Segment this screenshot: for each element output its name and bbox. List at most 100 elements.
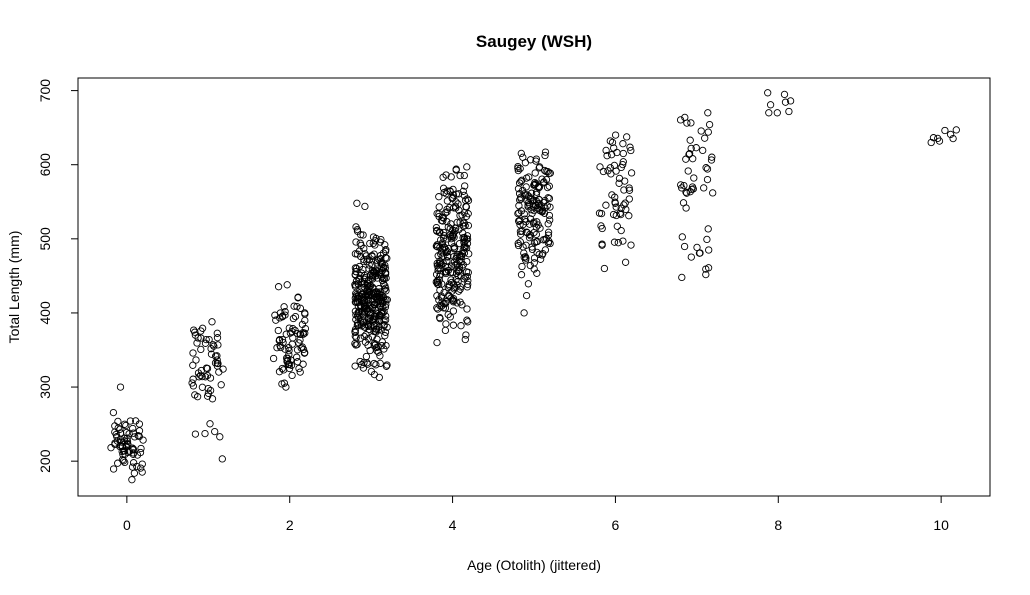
data-point <box>213 334 222 342</box>
data-point <box>438 213 446 221</box>
data-point <box>370 370 379 379</box>
data-point <box>619 158 627 166</box>
data-point <box>611 131 620 139</box>
data-point <box>452 190 461 198</box>
data-point <box>381 332 389 340</box>
x-axis-title: Age (Otolith) (jittered) <box>467 557 601 573</box>
data-point <box>527 206 535 214</box>
data-point <box>209 341 217 349</box>
data-point <box>684 167 692 175</box>
data-point <box>280 303 288 311</box>
data-point <box>352 223 360 231</box>
data-point <box>281 311 289 319</box>
data-point <box>274 326 282 335</box>
data-point <box>929 134 938 142</box>
data-point <box>533 237 542 246</box>
data-point <box>627 169 636 177</box>
data-point <box>351 332 359 340</box>
data-point <box>699 146 707 155</box>
data-point <box>362 352 371 361</box>
data-point <box>131 433 139 441</box>
y-axis: 200 300 400 500 600 700 <box>37 79 79 473</box>
data-point <box>678 184 686 192</box>
data-point <box>528 209 536 218</box>
data-point <box>197 334 205 342</box>
data-point <box>445 280 453 289</box>
data-point <box>359 318 367 327</box>
data-point <box>370 359 378 368</box>
data-point <box>296 330 305 338</box>
data-point <box>437 216 446 225</box>
data-point <box>288 340 296 348</box>
data-point <box>295 364 303 373</box>
data-point <box>678 233 686 241</box>
data-point <box>516 238 524 246</box>
data-point <box>442 268 451 276</box>
data-point <box>619 149 627 158</box>
data-point <box>378 259 386 267</box>
data-point <box>124 441 132 449</box>
data-point <box>617 226 625 235</box>
data-point <box>541 151 549 160</box>
x-axis: 0 2 4 6 8 10 <box>123 495 949 533</box>
x-tick-label: 10 <box>933 517 949 533</box>
data-point <box>138 460 146 468</box>
data-point <box>364 295 373 304</box>
data-point <box>453 281 461 289</box>
data-point <box>533 269 541 277</box>
data-point <box>524 280 533 288</box>
data-point <box>121 458 129 467</box>
data-point <box>135 420 144 428</box>
data-point <box>692 144 700 152</box>
data-point <box>443 257 451 265</box>
data-point <box>352 268 360 276</box>
data-point <box>447 294 455 302</box>
data-point <box>439 304 448 312</box>
data-point <box>686 136 694 144</box>
data-point <box>598 240 606 248</box>
data-point <box>296 304 305 312</box>
data-point <box>539 179 547 187</box>
data-point <box>453 299 461 307</box>
data-point <box>463 163 471 171</box>
data-point <box>693 243 701 252</box>
data-point <box>613 148 621 157</box>
data-point <box>613 222 621 230</box>
data-point <box>689 155 697 163</box>
data-point <box>380 317 388 325</box>
data-point <box>460 235 469 243</box>
data-point <box>114 459 122 467</box>
data-point <box>275 336 283 345</box>
data-point <box>283 356 292 365</box>
data-point <box>438 294 446 302</box>
data-point <box>218 455 226 463</box>
data-point <box>464 280 472 289</box>
data-point <box>383 361 391 369</box>
data-point <box>439 184 448 192</box>
data-point <box>696 249 704 257</box>
y-tick-label: 500 <box>37 227 53 251</box>
data-point <box>285 360 294 369</box>
data-point <box>679 199 688 207</box>
data-point <box>602 201 610 209</box>
data-point <box>702 270 710 279</box>
data-point <box>368 251 376 260</box>
data-point <box>514 239 522 248</box>
data-point <box>433 278 441 287</box>
data-point <box>269 354 278 363</box>
data-point <box>294 294 302 302</box>
data-point <box>352 293 360 301</box>
data-point <box>134 431 142 440</box>
data-point <box>137 444 145 453</box>
data-point <box>206 420 214 428</box>
data-point <box>449 298 458 306</box>
data-point <box>457 258 465 266</box>
data-point <box>450 245 458 253</box>
data-point <box>451 283 459 292</box>
data-point <box>440 231 448 240</box>
data-point <box>356 357 364 366</box>
data-point <box>515 179 524 187</box>
data-point <box>381 241 389 249</box>
data-point <box>678 273 686 282</box>
data-point <box>445 292 453 300</box>
